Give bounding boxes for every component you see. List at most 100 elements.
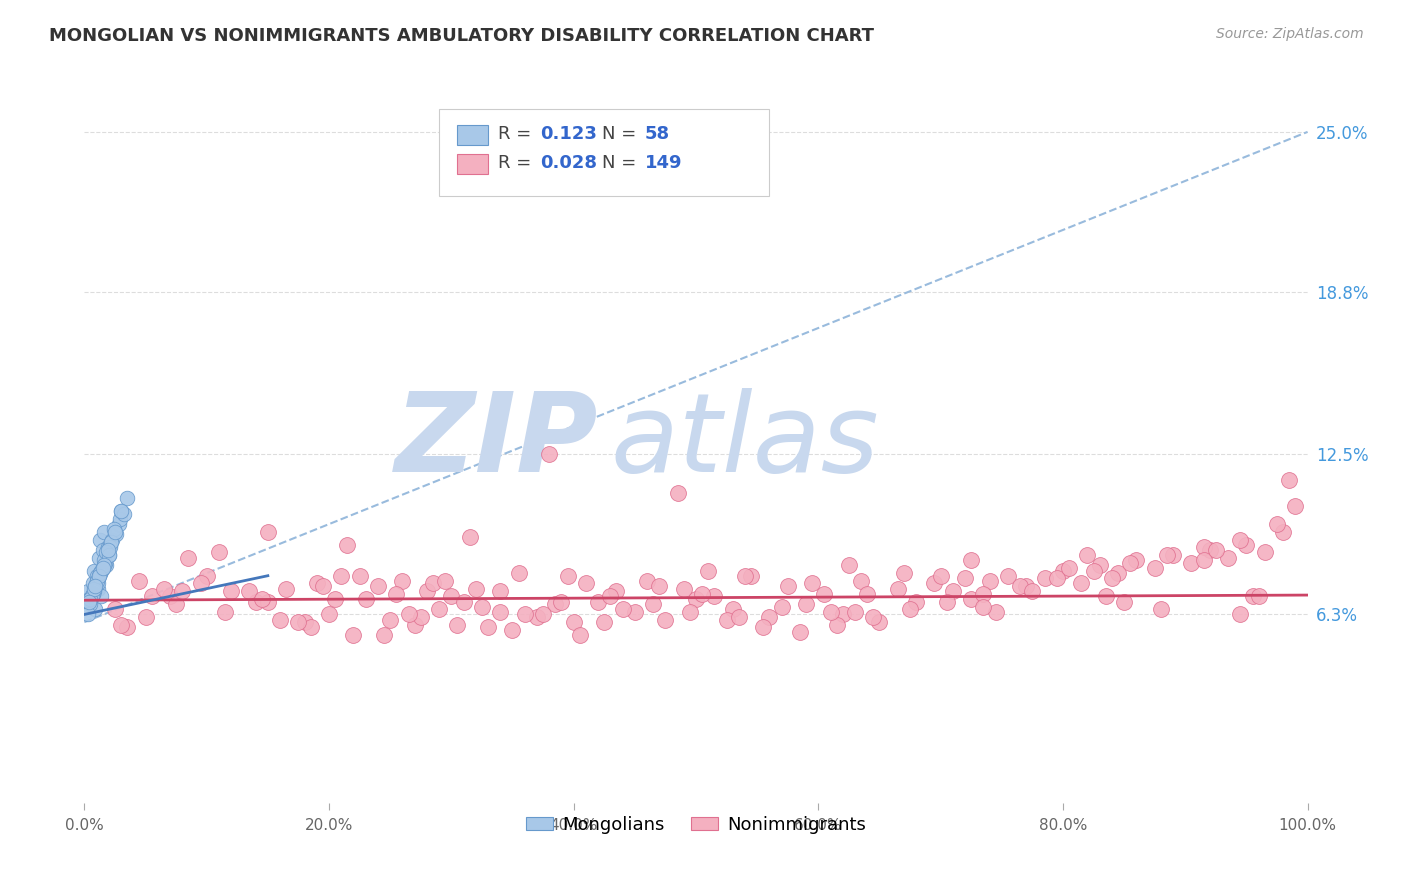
FancyBboxPatch shape bbox=[457, 154, 488, 174]
Point bbox=[1033, 571, 1056, 585]
Point bbox=[104, 602, 127, 616]
Point bbox=[312, 579, 335, 593]
Point bbox=[831, 607, 853, 622]
Point bbox=[87, 550, 110, 565]
Point bbox=[391, 574, 413, 588]
Text: 149: 149 bbox=[644, 154, 682, 172]
Point bbox=[1278, 473, 1301, 487]
Point bbox=[942, 584, 965, 599]
Point bbox=[489, 605, 512, 619]
Point bbox=[1070, 576, 1092, 591]
Point bbox=[789, 625, 811, 640]
Point bbox=[849, 574, 872, 588]
Point bbox=[94, 556, 117, 570]
Point bbox=[98, 541, 121, 555]
Point bbox=[1229, 607, 1251, 622]
Point bbox=[984, 605, 1007, 619]
Point bbox=[84, 602, 107, 616]
Point bbox=[960, 591, 983, 606]
Point bbox=[257, 594, 280, 608]
Point bbox=[643, 597, 665, 611]
Point bbox=[1247, 590, 1270, 604]
Point bbox=[82, 587, 104, 601]
Point bbox=[294, 615, 316, 630]
Legend: Mongolians, Nonimmigrants: Mongolians, Nonimmigrants bbox=[519, 808, 873, 841]
Point bbox=[862, 610, 884, 624]
Point bbox=[972, 599, 994, 614]
Point bbox=[79, 591, 101, 606]
Point bbox=[79, 597, 101, 611]
Point bbox=[575, 576, 598, 591]
Point bbox=[526, 610, 548, 624]
Point bbox=[979, 574, 1001, 588]
Point bbox=[83, 564, 105, 578]
Point bbox=[115, 620, 138, 634]
Point bbox=[91, 561, 114, 575]
Point bbox=[96, 545, 118, 559]
Point bbox=[1094, 590, 1116, 604]
Point bbox=[905, 594, 928, 608]
Point bbox=[416, 584, 439, 599]
Point bbox=[404, 617, 426, 632]
Point bbox=[80, 590, 103, 604]
Point bbox=[1236, 538, 1258, 552]
Point bbox=[1101, 571, 1123, 585]
Point bbox=[464, 582, 486, 596]
Point bbox=[257, 524, 280, 539]
Point bbox=[1083, 564, 1105, 578]
Point bbox=[1156, 548, 1178, 562]
Point bbox=[84, 579, 107, 593]
Point bbox=[318, 607, 340, 622]
Point bbox=[115, 491, 138, 506]
Point bbox=[101, 533, 124, 547]
Point bbox=[165, 597, 187, 611]
Text: 0.123: 0.123 bbox=[541, 126, 598, 144]
Point bbox=[177, 550, 200, 565]
Point bbox=[90, 564, 112, 578]
Point bbox=[385, 587, 408, 601]
Point bbox=[550, 594, 572, 608]
Point bbox=[349, 568, 371, 582]
Point bbox=[697, 564, 720, 578]
Point bbox=[330, 568, 353, 582]
Point bbox=[960, 553, 983, 567]
Point bbox=[734, 568, 756, 582]
Point bbox=[1198, 542, 1220, 557]
Point bbox=[654, 613, 676, 627]
Point bbox=[87, 582, 110, 596]
Point bbox=[716, 613, 738, 627]
Point bbox=[80, 590, 103, 604]
Point bbox=[214, 605, 236, 619]
Point bbox=[434, 574, 457, 588]
Point bbox=[323, 591, 346, 606]
Point bbox=[422, 576, 444, 591]
Text: atlas: atlas bbox=[610, 388, 879, 495]
Point bbox=[740, 568, 762, 582]
Point bbox=[287, 615, 309, 630]
Point bbox=[453, 594, 475, 608]
Point bbox=[1125, 553, 1147, 567]
Point bbox=[544, 597, 567, 611]
Point bbox=[93, 558, 115, 573]
Point bbox=[354, 591, 377, 606]
Point bbox=[679, 605, 702, 619]
Point bbox=[84, 579, 107, 593]
Point bbox=[758, 610, 780, 624]
Point bbox=[666, 486, 689, 500]
Point bbox=[93, 553, 115, 567]
Point bbox=[502, 623, 524, 637]
Point bbox=[87, 568, 110, 582]
Point bbox=[107, 517, 129, 532]
FancyBboxPatch shape bbox=[457, 125, 488, 145]
Point bbox=[1119, 556, 1142, 570]
Point bbox=[409, 610, 432, 624]
Point bbox=[508, 566, 530, 581]
Point bbox=[1143, 561, 1166, 575]
Point bbox=[672, 582, 695, 596]
Point bbox=[599, 590, 621, 604]
Point bbox=[1150, 602, 1173, 616]
Point bbox=[752, 620, 775, 634]
Point bbox=[1192, 541, 1215, 555]
Point bbox=[367, 579, 389, 593]
Point bbox=[825, 617, 848, 632]
